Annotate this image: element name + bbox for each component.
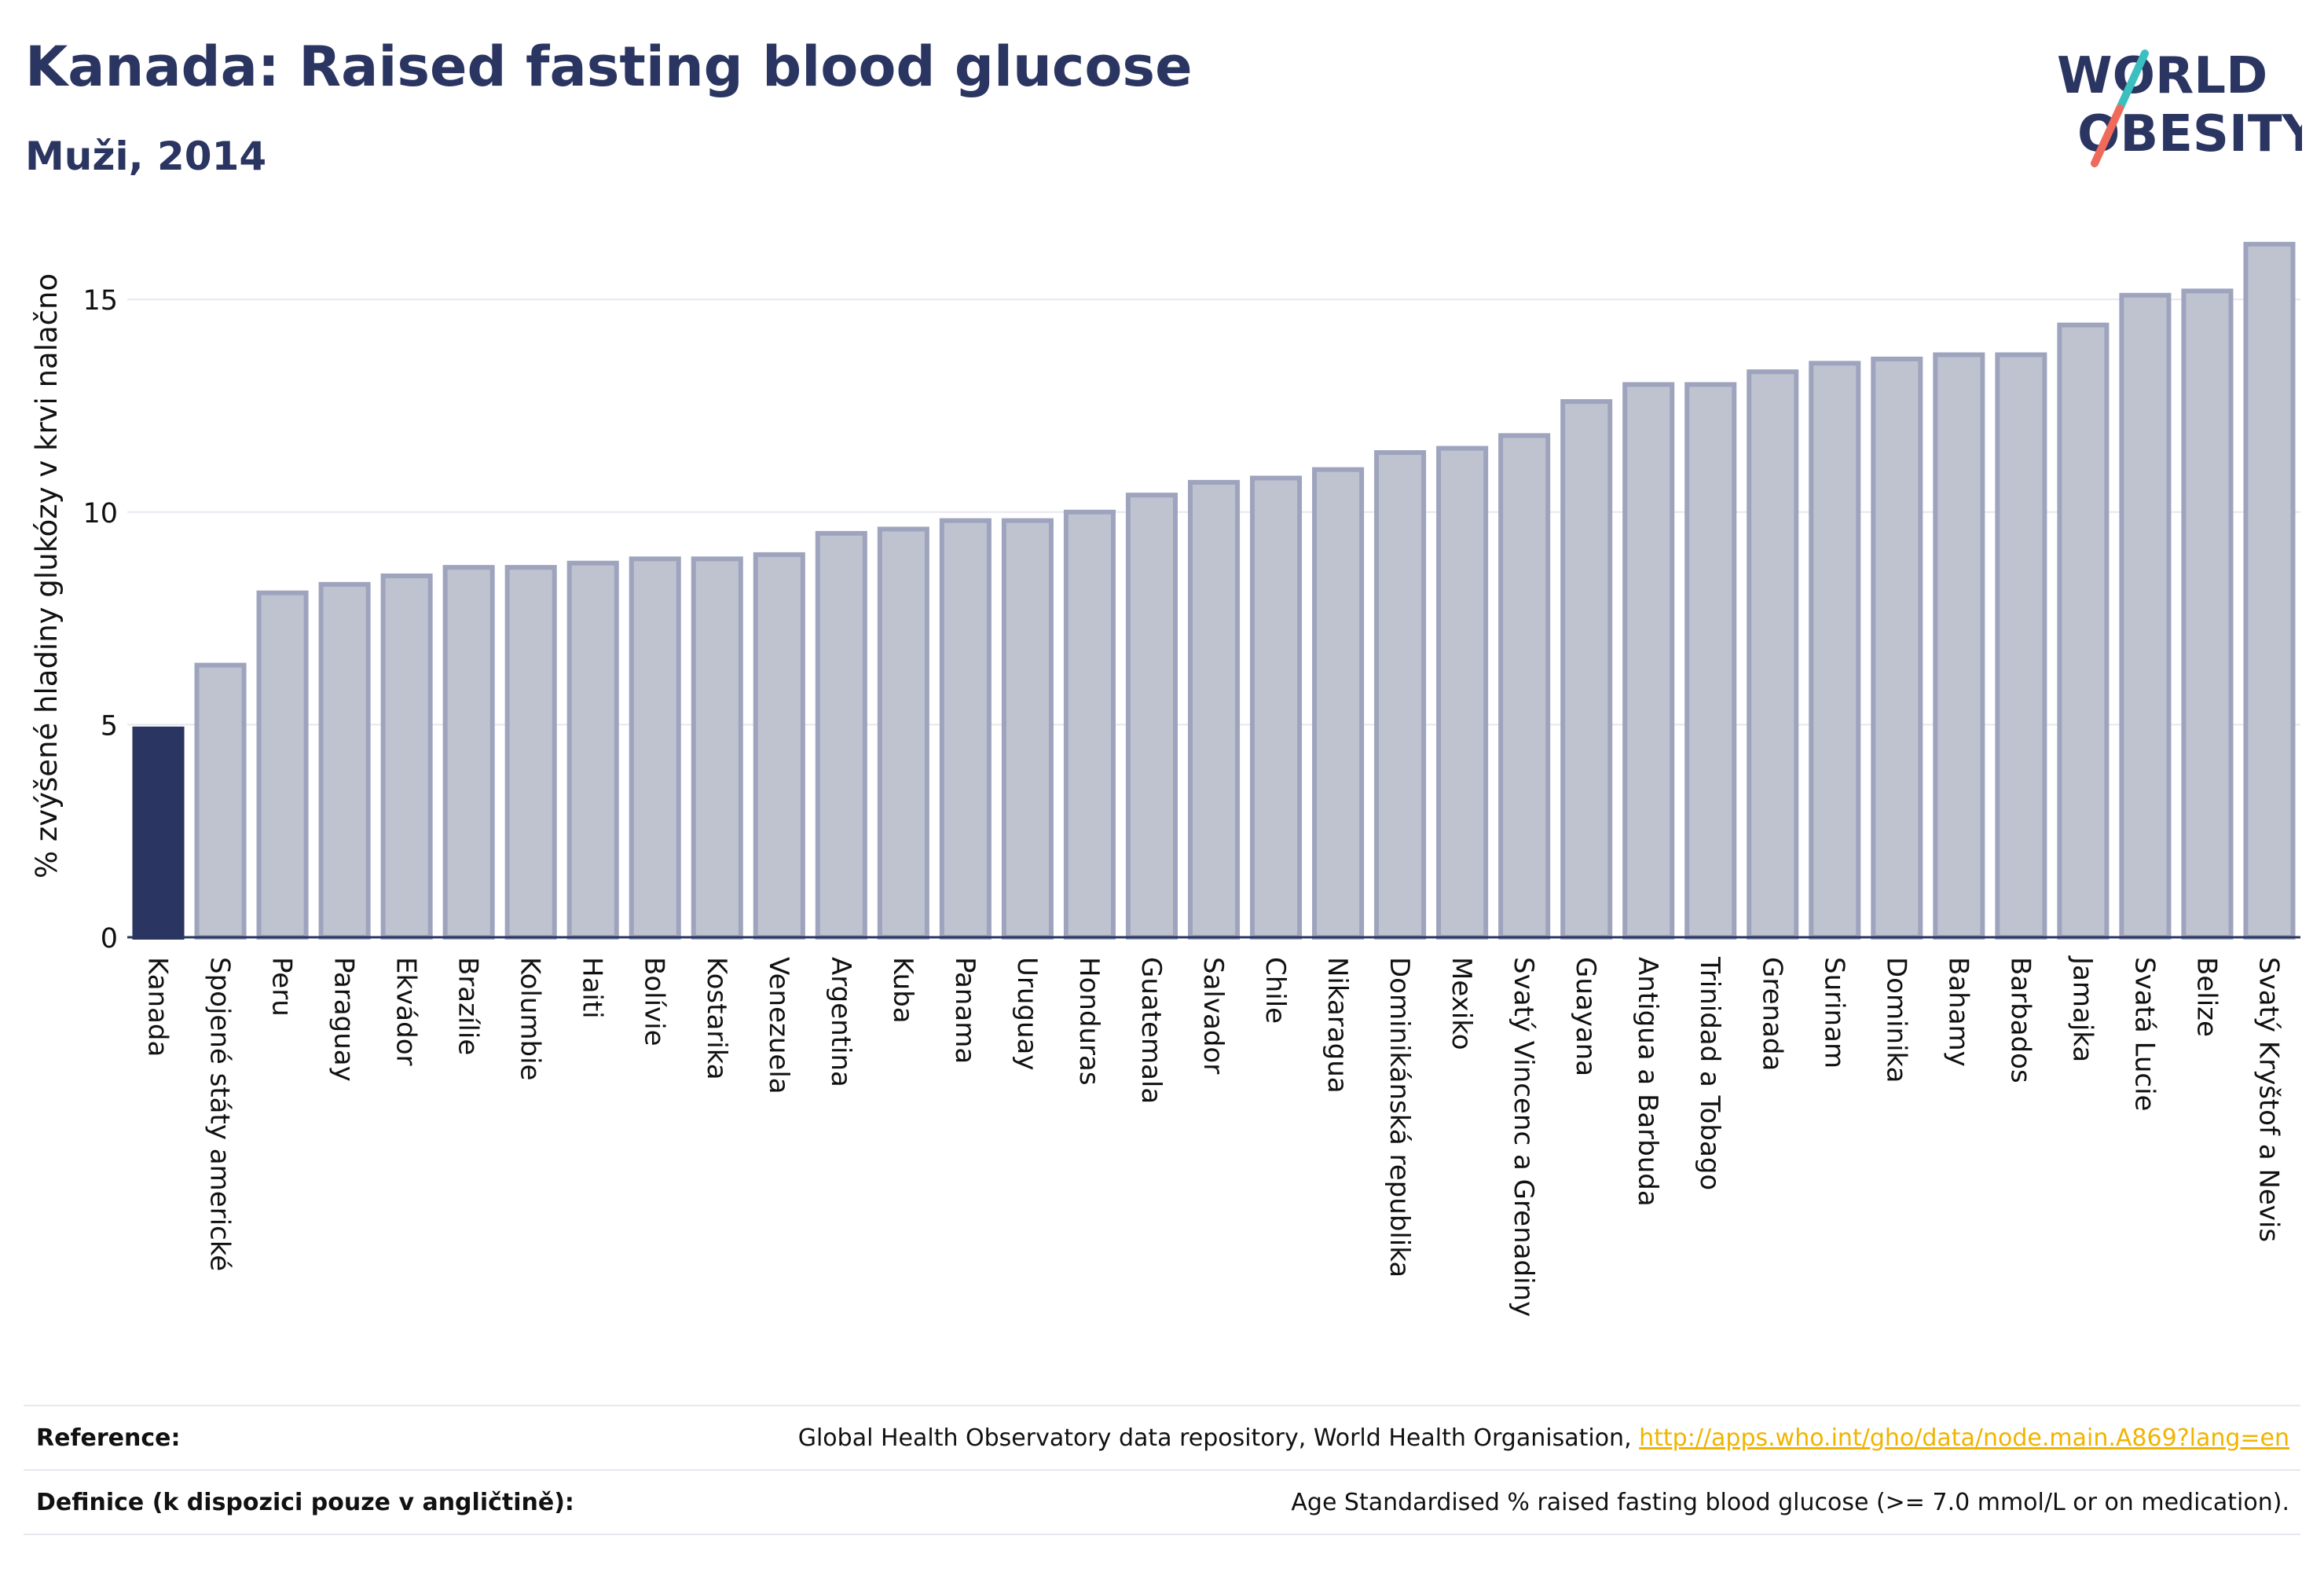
bar: [629, 556, 681, 940]
bar: [1871, 356, 1923, 940]
logo-slash-coral: [2091, 104, 2124, 167]
x-tick-label: Brazílie: [453, 957, 484, 1055]
reference-text: Global Health Observatory data repositor…: [797, 1424, 1640, 1452]
bar: [566, 560, 619, 940]
x-tick-label: Peru: [266, 957, 298, 1017]
reference-row: Reference: Global Health Observatory dat…: [24, 1405, 2300, 1469]
x-tick-label: Kostarika: [701, 957, 732, 1080]
x-tick-label: Spojené státy americké: [204, 957, 236, 1271]
page-title: Kanada: Raised fasting blood glucose: [25, 35, 1193, 99]
x-tick-label: Ekvádor: [390, 957, 422, 1066]
bar: [256, 590, 309, 940]
bar: [2243, 241, 2296, 940]
x-tick-label: Nikaragua: [1321, 957, 1353, 1094]
bar: [1436, 445, 1489, 940]
definition-row: Definice (k dispozici pouze v angličtině…: [24, 1469, 2300, 1535]
x-tick-label: Mexiko: [1446, 957, 1477, 1050]
bar: [1995, 352, 2047, 940]
reference-link[interactable]: http://apps.who.int/gho/data/node.main.A…: [1639, 1424, 2289, 1452]
x-tick-label: Dominika: [1880, 957, 1912, 1083]
x-tick-label: Uruguay: [1011, 957, 1043, 1071]
axes: 0 5 10 15 Kanada Spojené státy americké Peru Pa…: [82, 285, 2300, 1317]
x-tick-label: Salvador: [1197, 957, 1229, 1074]
x-tick-label: Kuba: [887, 957, 918, 1024]
x-tick-label: Jamajka: [2066, 955, 2098, 1062]
x-tick-label: Kanada: [142, 957, 174, 1057]
x-tick-label: Svatý Vincenc a Grenadiny: [1508, 957, 1539, 1317]
x-tick-label: Kolumbie: [515, 957, 546, 1080]
x-tick-label: Bahamy: [1942, 957, 1974, 1067]
bar: [1747, 369, 1799, 940]
x-tick-label: Trinidad a Tobago: [1694, 956, 1725, 1190]
x-tick-label: Svatá Lucie: [2128, 957, 2160, 1111]
x-tick-label: Panama: [949, 957, 981, 1064]
bar: [1933, 352, 1985, 940]
logo-text-world: WORLD: [2057, 47, 2267, 105]
x-tick-label: Haiti: [577, 957, 608, 1019]
page-subtitle: Muži, 2014: [25, 134, 267, 179]
x-tick-label: Svatý Kryštof a Nevis: [2253, 957, 2284, 1242]
x-tick-label: Chile: [1259, 957, 1291, 1024]
bar: [1312, 467, 1365, 940]
bar: [1684, 382, 1737, 940]
x-tick-label: Barbados: [2004, 957, 2036, 1083]
reference-table: Reference: Global Health Observatory dat…: [24, 1405, 2300, 1535]
x-tick-label: Argentina: [825, 957, 856, 1087]
definition-label: Definice (k dispozici pouze v angličtině…: [36, 1488, 574, 1516]
bar-chart: 0 5 10 15 Kanada Spojené státy americké Peru Pa…: [30, 241, 2300, 1317]
bar: [1374, 450, 1427, 940]
bar: [2181, 288, 2234, 940]
x-tick-label: Grenada: [1756, 957, 1787, 1071]
bar: [194, 662, 247, 940]
y-tick-label: 10: [82, 498, 118, 530]
bar: [2119, 292, 2172, 940]
reference-value: Global Health Observatory data repositor…: [798, 1424, 2300, 1452]
x-tick-label: Surinam: [1818, 957, 1849, 1068]
reference-label: Reference:: [36, 1424, 181, 1452]
x-tick-label: Venezuela: [763, 957, 794, 1094]
bar: [132, 726, 185, 940]
x-tick-label: Guatemala: [1135, 957, 1167, 1104]
bar: [939, 518, 992, 940]
logo-slash-teal: [2116, 49, 2149, 112]
x-tick-label: Honduras: [1073, 957, 1105, 1086]
bar: [1249, 475, 1303, 940]
x-tick-label: Antigua a Barbuda: [1632, 957, 1663, 1207]
bar: [318, 581, 371, 940]
x-tick-label: Guayana: [1570, 957, 1601, 1076]
bar: [1498, 433, 1551, 940]
bar: [504, 565, 557, 940]
x-tick-label: Paraguay: [328, 957, 360, 1082]
bar: [380, 573, 433, 940]
bar: [1125, 493, 1178, 940]
bars: [132, 241, 2296, 940]
definition-value: Age Standardised % raised fasting blood …: [1291, 1488, 2289, 1516]
bar: [691, 556, 743, 940]
bar: [2057, 322, 2110, 940]
bar: [1560, 399, 1613, 940]
y-tick-label: 5: [101, 710, 118, 742]
y-tick-label: 15: [82, 285, 118, 317]
x-tick-label: Bolívie: [639, 957, 670, 1046]
bar: [1063, 509, 1116, 940]
bar: [1622, 382, 1675, 940]
bar: [753, 552, 805, 940]
bar: [442, 565, 495, 940]
bar: [877, 526, 929, 940]
bar: [1001, 518, 1054, 940]
x-tick-label: Dominikánská republika: [1384, 957, 1415, 1277]
world-obesity-logo: WORLD OBESITY: [2057, 47, 2302, 167]
y-axis-label: % zvýšené hladiny glukózy v krvi nalačno: [30, 273, 64, 878]
bar: [815, 530, 867, 940]
x-tick-label: Belize: [2190, 957, 2222, 1037]
bar: [1187, 479, 1241, 940]
y-tick-label: 0: [101, 923, 118, 955]
bar: [1809, 361, 1861, 940]
